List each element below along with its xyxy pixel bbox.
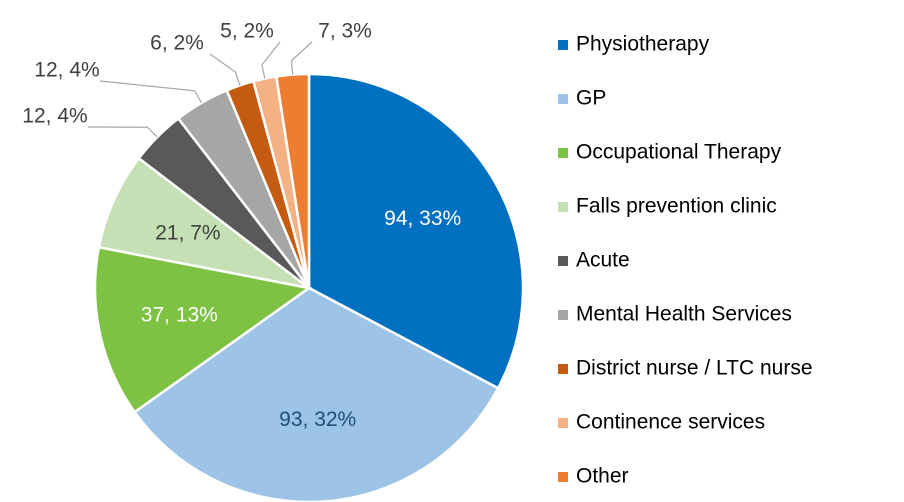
pie-slice <box>93 245 313 414</box>
leader-line <box>290 41 313 75</box>
leader-line <box>209 53 241 86</box>
legend-label: Physiotherapy <box>576 33 710 56</box>
legend-swatch <box>558 364 568 374</box>
legend-swatch <box>558 148 568 158</box>
data-label: 12, 4% <box>22 105 87 128</box>
legend-swatch <box>558 94 568 104</box>
leader-line <box>87 126 158 138</box>
data-label: 6, 2% <box>150 32 204 55</box>
legend-swatch <box>558 418 568 428</box>
legend-label: Mental Health Services <box>576 303 792 326</box>
legend-label: Falls prevention clinic <box>576 195 777 218</box>
legend-swatch <box>558 472 568 482</box>
data-label: 7, 3% <box>318 20 372 43</box>
data-label: 12, 4% <box>34 59 99 82</box>
legend-swatch <box>558 310 568 320</box>
legend-swatch <box>558 256 568 266</box>
data-label: 94, 33% <box>384 207 461 230</box>
pie-slice <box>97 156 310 290</box>
pie-slice <box>307 72 525 390</box>
data-label: 37, 13% <box>141 304 218 327</box>
data-label: 21, 7% <box>155 221 220 244</box>
legend-label: GP <box>576 87 606 110</box>
legend-label: Occupational Therapy <box>576 141 782 164</box>
legend-label: Acute <box>576 249 630 272</box>
legend-swatch <box>558 202 568 212</box>
leader-line <box>261 41 281 79</box>
data-label: 93, 32% <box>279 408 356 431</box>
legend-label: District nurse / LTC nurse <box>576 357 813 380</box>
data-label: 5, 2% <box>220 20 274 43</box>
legend-label: Continence services <box>576 411 765 434</box>
legend-swatch <box>558 40 568 50</box>
legend-label: Other <box>576 465 629 488</box>
leader-line <box>99 80 203 104</box>
